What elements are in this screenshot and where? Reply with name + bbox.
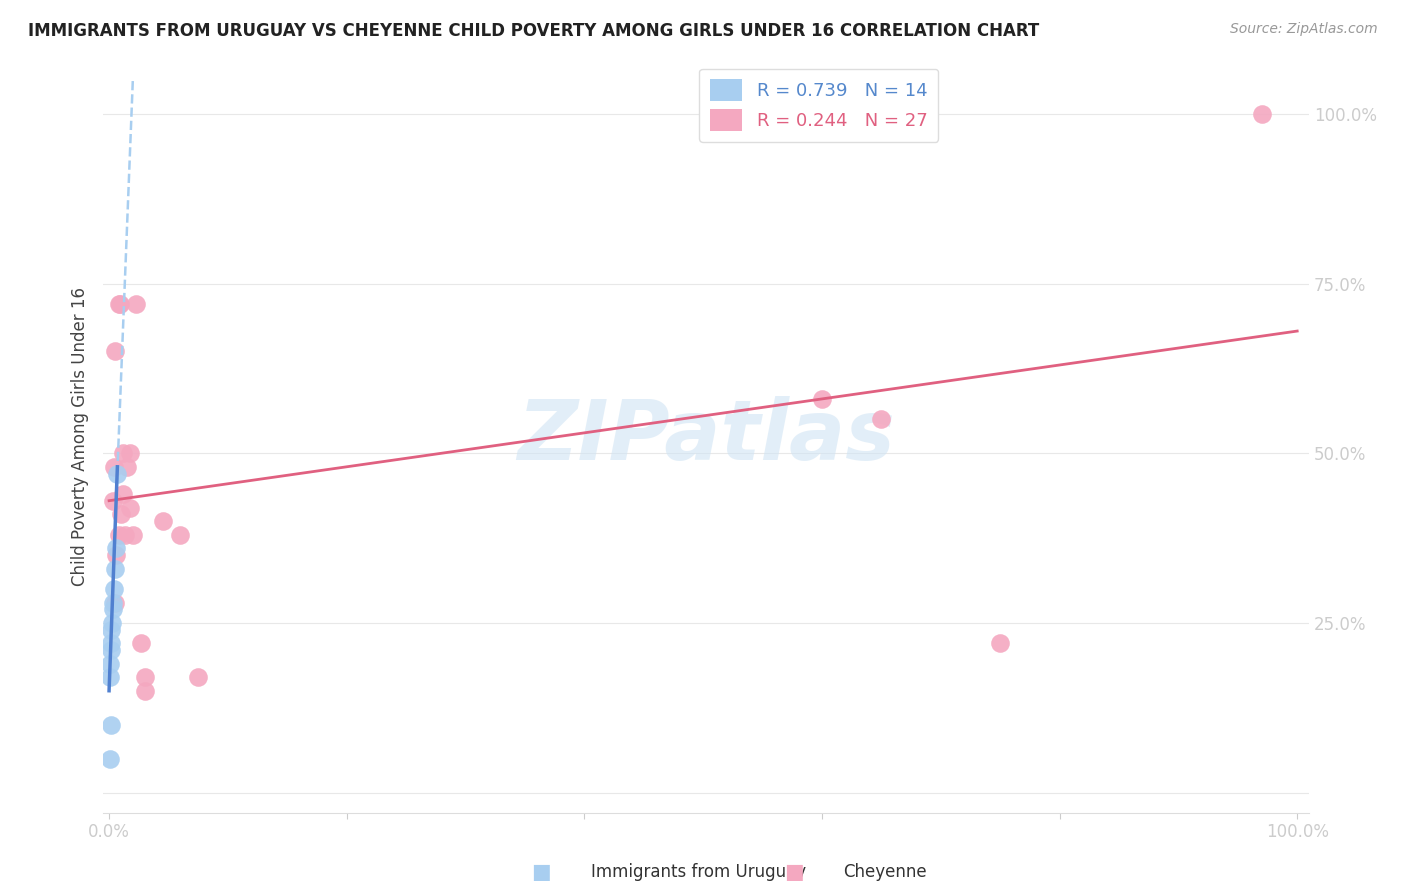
Point <box>187 670 209 684</box>
Text: ZIPatlas: ZIPatlas <box>517 396 896 476</box>
Legend: R = 0.739   N = 14, R = 0.244   N = 27: R = 0.739 N = 14, R = 0.244 N = 27 <box>699 69 938 142</box>
Point <box>100 657 122 671</box>
Y-axis label: Child Poverty Among Girls Under 16: Child Poverty Among Girls Under 16 <box>72 286 89 586</box>
Point <box>105 467 128 481</box>
Text: IMMIGRANTS FROM URUGUAY VS CHEYENNE CHILD POVERTY AMONG GIRLS UNDER 16 CORRELATI: IMMIGRANTS FROM URUGUAY VS CHEYENNE CHIL… <box>28 22 1039 40</box>
Point <box>103 459 125 474</box>
Point <box>125 297 148 311</box>
Point <box>105 541 128 556</box>
Point <box>101 615 124 630</box>
Point <box>100 717 122 731</box>
Text: Source: ZipAtlas.com: Source: ZipAtlas.com <box>1230 22 1378 37</box>
Point <box>134 670 156 684</box>
Point <box>112 487 135 501</box>
Point <box>104 344 127 359</box>
Point <box>107 527 129 541</box>
Point <box>110 508 132 522</box>
Point <box>870 412 893 426</box>
Point <box>101 602 124 616</box>
Point <box>104 595 127 609</box>
Text: Cheyenne: Cheyenne <box>844 863 927 881</box>
Point <box>98 670 121 684</box>
Point <box>120 500 142 515</box>
Point <box>101 595 124 609</box>
Point <box>134 683 156 698</box>
Point <box>129 636 152 650</box>
Text: Immigrants from Uruguay: Immigrants from Uruguay <box>591 863 806 881</box>
Point <box>1250 107 1272 121</box>
Text: ■: ■ <box>531 863 551 882</box>
Point <box>103 582 125 596</box>
Point <box>105 548 128 562</box>
Point <box>120 446 142 460</box>
Point <box>101 493 124 508</box>
Point <box>121 527 143 541</box>
Point <box>114 527 136 541</box>
Point <box>169 527 191 541</box>
Point <box>152 514 174 528</box>
Point <box>115 459 138 474</box>
Point <box>811 392 834 406</box>
Point <box>100 643 122 657</box>
Point <box>108 297 131 311</box>
Point <box>98 751 121 765</box>
Point <box>100 623 122 637</box>
Point <box>107 297 129 311</box>
Text: ■: ■ <box>785 863 804 882</box>
Point <box>112 446 135 460</box>
Point <box>988 636 1011 650</box>
Point <box>100 636 122 650</box>
Point <box>104 561 127 575</box>
